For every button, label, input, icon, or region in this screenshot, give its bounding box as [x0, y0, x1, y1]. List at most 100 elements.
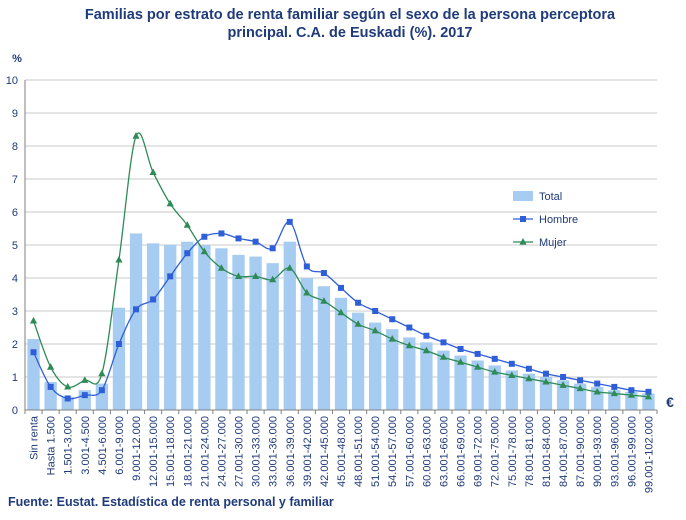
point-mujer: [269, 275, 277, 283]
x-tick-label: 15.001-18.000: [165, 416, 177, 487]
x-tick-label: 33.001-36.000: [268, 416, 280, 487]
y-tick-label: 7: [12, 174, 18, 186]
x-tick-label: 69.001-72.000: [473, 416, 485, 487]
bar-total: [283, 241, 296, 410]
point-hombre: [269, 245, 276, 252]
y-tick-label: 0: [12, 405, 18, 417]
y-tick-label: 9: [12, 108, 18, 120]
bar-total: [522, 373, 536, 410]
point-mujer: [320, 297, 328, 304]
legend-marker-hombre: [520, 216, 526, 222]
bar-total: [454, 355, 467, 410]
point-mujer: [337, 308, 345, 316]
bar-total: [471, 360, 484, 410]
x-tick-label: 66.001-69.000: [456, 416, 468, 487]
x-tick-label: 81.001-84.000: [541, 416, 553, 487]
point-mujer: [251, 272, 260, 279]
x-tick-label: 93.001-96.000: [609, 416, 621, 487]
point-hombre: [167, 273, 174, 280]
x-tick-label: 6.001-9.000: [114, 416, 126, 475]
legend-label-hombre: Hombre: [539, 214, 578, 226]
point-hombre: [508, 360, 515, 367]
legend: Total Hombre Mujer: [513, 191, 578, 249]
point-hombre: [423, 332, 430, 339]
legend-label-mujer: Mujer: [539, 237, 567, 249]
x-tick-label: 84.001-87.000: [558, 416, 570, 487]
point-mujer: [166, 199, 174, 207]
point-hombre: [355, 299, 362, 306]
point-hombre: [235, 235, 242, 242]
point-mujer: [456, 358, 465, 365]
point-hombre: [303, 263, 310, 270]
x-tick-label: 45.001-48.000: [336, 416, 348, 487]
point-mujer: [559, 381, 567, 388]
bar-total: [146, 243, 160, 410]
point-hombre: [115, 341, 122, 347]
x-tick-label: 57.001-60.000: [404, 416, 416, 487]
point-mujer: [149, 168, 157, 175]
point-mujer: [132, 132, 140, 139]
x-tick-label: 36.001-39.000: [285, 416, 297, 487]
chart-title-line-1: Familias por estrato de renta familiar s…: [84, 7, 616, 23]
y-tick-label: 1: [12, 372, 18, 384]
point-hombre: [286, 218, 293, 225]
x-tick-label: 21.001-24.000: [199, 416, 211, 487]
bar-total: [403, 337, 416, 410]
bar-total: [181, 241, 194, 410]
y-tick-label: 8: [12, 141, 18, 153]
bar-total: [642, 393, 655, 410]
point-mujer: [183, 221, 191, 228]
bar-total: [215, 248, 228, 410]
point-mujer: [422, 346, 431, 354]
bar-total: [334, 297, 348, 410]
point-hombre: [320, 270, 327, 277]
x-tick-label: 4.501-6.000: [97, 416, 109, 475]
point-hombre: [525, 365, 532, 372]
point-hombre: [577, 377, 584, 384]
x-tick-label: 87.001-90.000: [575, 416, 587, 487]
bar-total: [369, 322, 382, 410]
legend-marker-mujer: [519, 238, 527, 245]
point-hombre: [30, 349, 37, 356]
x-tick-label: 99.001-102.000: [643, 416, 655, 493]
y-tick-label: 10: [6, 75, 18, 87]
legend-label-total: Total: [539, 191, 562, 203]
bar-total: [61, 396, 74, 410]
point-hombre: [133, 306, 140, 313]
point-mujer: [47, 363, 55, 370]
bar-total: [625, 391, 638, 410]
point-mujer: [474, 363, 482, 370]
bar-total: [44, 381, 57, 410]
x-tick-label: 60.001-63.000: [421, 416, 433, 487]
bar-total: [249, 256, 262, 410]
bar-total: [420, 342, 433, 410]
point-mujer: [644, 392, 653, 400]
point-mujer: [627, 391, 635, 398]
bar-total: [198, 245, 211, 410]
bar-series-total: [27, 233, 655, 410]
x-tick-label: 24.001-27.000: [216, 416, 228, 487]
point-hombre: [611, 383, 618, 390]
point-hombre: [338, 284, 344, 291]
point-hombre: [81, 392, 88, 399]
point-hombre: [184, 250, 191, 257]
point-hombre: [474, 350, 481, 357]
chart-title: Familias por estrato de renta familiar s…: [20, 6, 680, 42]
point-hombre: [201, 233, 208, 240]
point-mujer: [286, 264, 294, 271]
axes: 0 1 2 3 4 5 6 7 8 9 10% Sin renta Hasta 1.500 1.501-3…: [6, 53, 674, 493]
point-mujer: [234, 272, 243, 279]
bar-total: [488, 365, 501, 410]
bar-total: [129, 233, 143, 410]
bar-total: [266, 263, 279, 410]
x-tick-label: 54.001-57.000: [387, 416, 399, 487]
x-tick-label: 27.001-30.000: [234, 416, 246, 487]
point-mujer: [388, 335, 396, 342]
y-tick-label: 3: [12, 306, 18, 318]
point-hombre: [64, 395, 71, 402]
point-hombre: [150, 296, 157, 303]
point-hombre: [98, 387, 105, 394]
x-tick-label: Sin renta: [29, 415, 41, 460]
point-mujer: [593, 387, 601, 395]
